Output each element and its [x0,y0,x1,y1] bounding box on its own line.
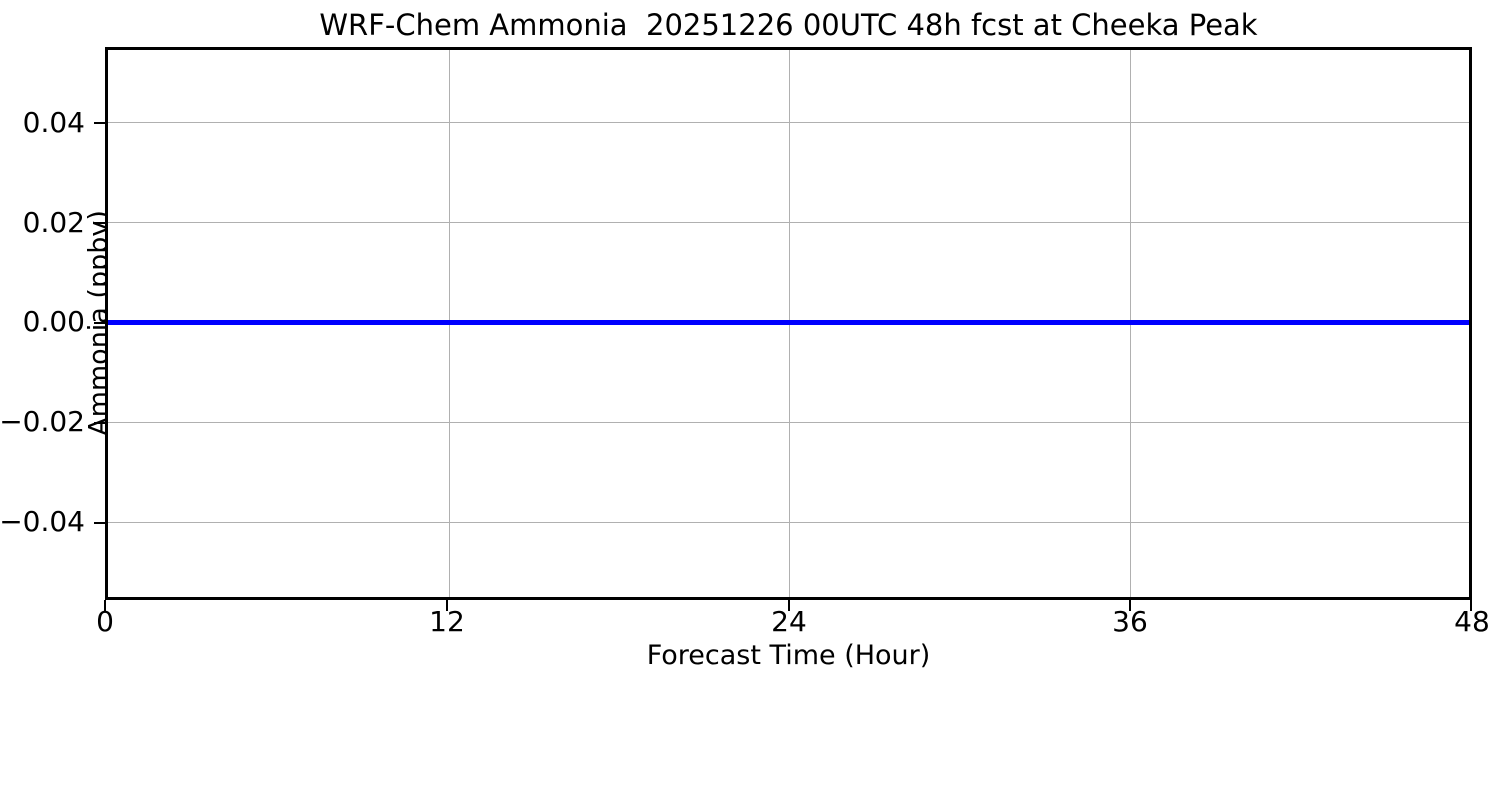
y-tick-mark-2 [94,322,105,324]
x-tick-mark-1 [446,600,448,611]
gridline-horizontal-3 [108,422,1469,423]
y-tick-label-0: 0.04 [22,106,85,139]
x-tick-label-1: 12 [429,605,465,638]
x-tick-label-2: 24 [771,605,807,638]
x-tick-mark-0 [104,600,106,611]
gridline-horizontal-1 [108,222,1469,223]
y-tick-mark-0 [94,122,105,124]
y-tick-label-3: −0.02 [0,405,85,438]
gridline-horizontal-0 [108,122,1469,123]
x-tick-mark-3 [1129,600,1131,611]
y-tick-mark-4 [94,522,105,524]
series-line-ammonia [108,320,1469,325]
x-tick-mark-2 [788,600,790,611]
plot-surface [108,50,1469,597]
y-tick-label-2: 0.00 [22,305,85,338]
chart-title: WRF-Chem Ammonia 20251226 00UTC 48h fcst… [319,8,1258,42]
gridline-horizontal-4 [108,522,1469,523]
y-tick-mark-3 [94,422,105,424]
y-tick-label-4: −0.04 [0,505,85,538]
x-tick-label-0: 0 [96,605,114,638]
x-tick-label-3: 36 [1112,605,1148,638]
x-tick-label-4: 48 [1454,605,1490,638]
x-axis-label: Forecast Time (Hour) [646,640,931,671]
y-tick-label-1: 0.02 [22,206,85,239]
y-tick-mark-1 [94,222,105,224]
x-tick-mark-4 [1470,600,1472,611]
plot-area [105,47,1472,600]
